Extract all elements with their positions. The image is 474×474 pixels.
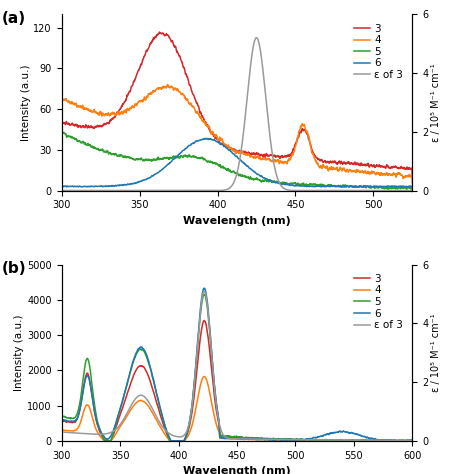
Y-axis label: ε / 10⁵ M⁻¹ cm⁻¹: ε / 10⁵ M⁻¹ cm⁻¹ [431,63,441,142]
Y-axis label: Intensity (a.u.): Intensity (a.u.) [15,314,25,391]
Y-axis label: Intensity (a.u.): Intensity (a.u.) [21,64,31,141]
Legend: 3, 4, 5, 6, ε of 3: 3, 4, 5, 6, ε of 3 [350,270,407,334]
X-axis label: Wavelength (nm): Wavelength (nm) [183,216,291,226]
Y-axis label: ε / 10⁵ M⁻¹ cm⁻¹: ε / 10⁵ M⁻¹ cm⁻¹ [431,313,441,392]
Legend: 3, 4, 5, 6, ε of 3: 3, 4, 5, 6, ε of 3 [350,19,407,84]
Text: (b): (b) [2,261,27,276]
X-axis label: Wavelength (nm): Wavelength (nm) [183,466,291,474]
Text: (a): (a) [2,11,26,26]
